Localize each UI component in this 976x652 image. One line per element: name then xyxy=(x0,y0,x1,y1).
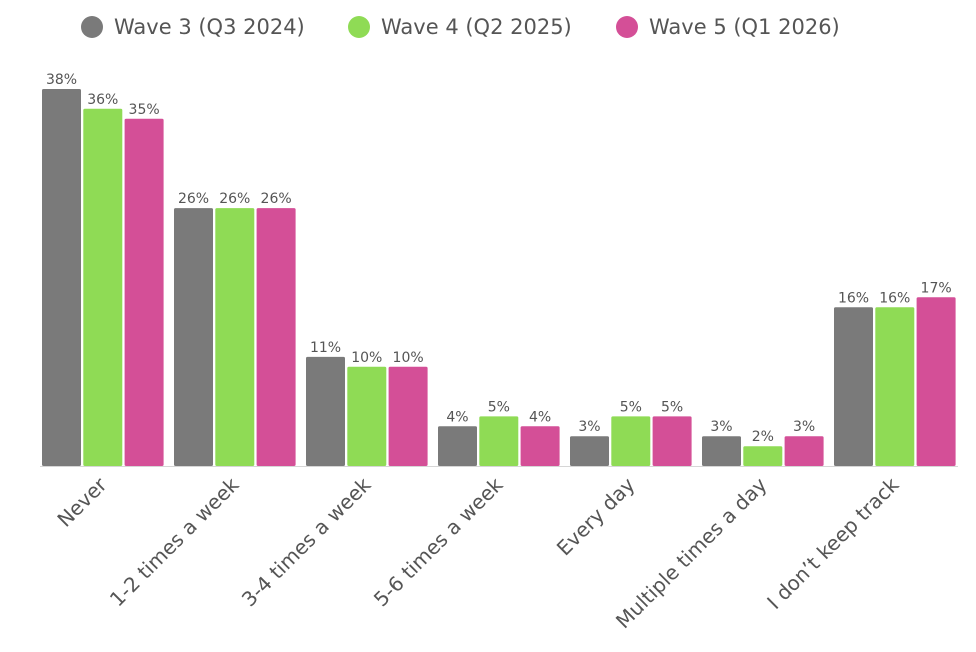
legend-marker-3 xyxy=(616,16,638,38)
data-label-7-series-3: 17% xyxy=(921,280,952,296)
data-label-2-series-2: 26% xyxy=(219,191,250,207)
bar-6-series-2 xyxy=(743,446,783,466)
data-label-6-series-3: 3% xyxy=(793,419,815,435)
category-label-6: Multiple times a day xyxy=(611,472,772,633)
data-label-1-series-2: 36% xyxy=(87,92,118,108)
bars-group xyxy=(42,89,956,467)
bar-2-series-2 xyxy=(215,208,255,466)
bar-4-series-1 xyxy=(438,426,477,466)
data-label-1-series-3: 35% xyxy=(129,102,160,118)
legend-marker-2 xyxy=(348,16,370,38)
data-label-3-series-2: 10% xyxy=(351,350,382,366)
data-label-1-series-1: 38% xyxy=(46,72,77,88)
category-label-5: Every day xyxy=(552,472,640,560)
legend-label-2: Wave 4 (Q2 2025) xyxy=(381,15,572,39)
data-label-5-series-3: 5% xyxy=(661,399,683,415)
data-label-4-series-1: 4% xyxy=(446,409,468,425)
data-label-4-series-3: 4% xyxy=(529,409,551,425)
legend: Wave 3 (Q3 2024) Wave 4 (Q2 2025) Wave 5 (… xyxy=(81,15,840,39)
category-label-7: I don’t keep track xyxy=(762,472,904,614)
category-label-4: 5-6 times a week xyxy=(369,472,508,611)
data-label-6-series-1: 3% xyxy=(710,419,732,435)
legend-label-3: Wave 5 (Q1 2026) xyxy=(649,15,840,39)
bar-1-series-1 xyxy=(42,89,81,466)
bar-5-series-3 xyxy=(652,416,692,466)
bar-7-series-3 xyxy=(916,297,956,466)
bar-7-series-1 xyxy=(834,307,873,466)
bar-5-series-1 xyxy=(570,436,609,466)
legend-marker-1 xyxy=(81,16,103,38)
bar-2-series-1 xyxy=(174,208,213,466)
data-label-7-series-2: 16% xyxy=(879,290,910,306)
bar-3-series-1 xyxy=(306,356,345,466)
data-labels-group: 38% 36% 35% 26% 26% 26% 11% 10% 10% 4% 5% 4% 3% 5% 5% 3… xyxy=(46,72,952,445)
data-label-3-series-1: 11% xyxy=(310,340,341,356)
bar-3-series-2 xyxy=(347,366,387,466)
bar-3-series-3 xyxy=(388,366,428,466)
legend-label-1: Wave 3 (Q3 2024) xyxy=(114,15,305,39)
bar-1-series-2 xyxy=(83,108,123,467)
data-label-7-series-1: 16% xyxy=(838,290,869,306)
data-label-6-series-2: 2% xyxy=(752,429,774,445)
bar-2-series-3 xyxy=(256,208,296,466)
data-label-3-series-3: 10% xyxy=(393,350,424,366)
category-label-1: Never xyxy=(52,472,112,532)
data-label-4-series-2: 5% xyxy=(488,399,510,415)
data-label-5-series-2: 5% xyxy=(620,399,642,415)
data-label-2-series-1: 26% xyxy=(178,191,209,207)
bar-4-series-3 xyxy=(520,426,560,466)
bar-7-series-2 xyxy=(875,307,915,466)
data-label-5-series-1: 3% xyxy=(578,419,600,435)
bar-4-series-2 xyxy=(479,416,519,466)
bar-5-series-2 xyxy=(611,416,651,466)
category-label-2: 1-2 times a week xyxy=(105,472,244,611)
bar-6-series-3 xyxy=(784,436,824,466)
bar-1-series-3 xyxy=(124,118,164,467)
bar-6-series-1 xyxy=(702,436,741,466)
category-label-3: 3-4 times a week xyxy=(237,472,376,611)
data-label-2-series-3: 26% xyxy=(261,191,292,207)
